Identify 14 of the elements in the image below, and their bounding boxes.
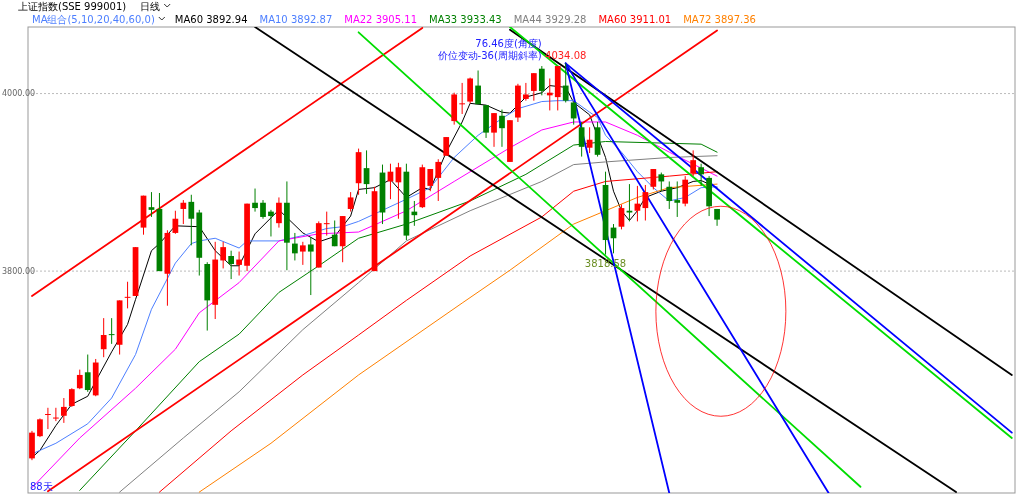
legend-title: MA组合(5,10,20,40,60,0) <box>32 14 155 25</box>
annotation: 价位变动-36(周期斜率) <box>436 50 542 62</box>
chart-title: 上证指数(SSE 999001) <box>18 1 127 12</box>
annotation: 88天 <box>30 481 53 492</box>
text: MA60 3911.01 <box>598 14 672 25</box>
text: MA33 3933.43 <box>429 14 502 25</box>
text: MA72 3897.36 <box>683 14 756 25</box>
text: MA44 3929.28 <box>513 14 587 25</box>
text: MA10 3892.87 <box>259 14 333 25</box>
y-tick-label: 3800.00 <box>2 266 36 276</box>
chart-subtitle: 日线 <box>140 1 161 12</box>
text: MA60 3892.94 <box>174 14 248 25</box>
text: MA22 3905.11 <box>344 14 417 25</box>
y-tick-label: 4000.00 <box>2 89 36 99</box>
